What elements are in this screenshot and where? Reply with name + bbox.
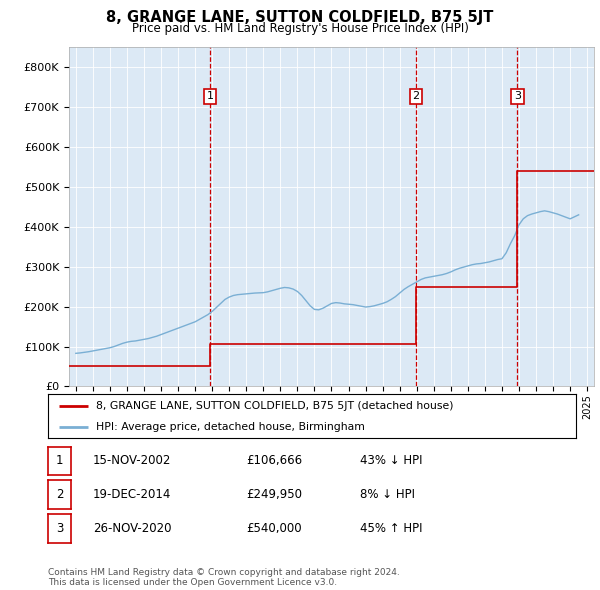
Text: 2: 2 — [56, 488, 63, 501]
Text: 8, GRANGE LANE, SUTTON COLDFIELD, B75 5JT (detached house): 8, GRANGE LANE, SUTTON COLDFIELD, B75 5J… — [95, 401, 453, 411]
Text: 45% ↑ HPI: 45% ↑ HPI — [360, 522, 422, 535]
Text: 8% ↓ HPI: 8% ↓ HPI — [360, 488, 415, 501]
Text: 3: 3 — [56, 522, 63, 535]
Text: HPI: Average price, detached house, Birmingham: HPI: Average price, detached house, Birm… — [95, 422, 364, 432]
Text: 2: 2 — [413, 91, 419, 101]
Text: Contains HM Land Registry data © Crown copyright and database right 2024.
This d: Contains HM Land Registry data © Crown c… — [48, 568, 400, 587]
Text: £249,950: £249,950 — [246, 488, 302, 501]
Text: 3: 3 — [514, 91, 521, 101]
Text: 8, GRANGE LANE, SUTTON COLDFIELD, B75 5JT: 8, GRANGE LANE, SUTTON COLDFIELD, B75 5J… — [106, 10, 494, 25]
Text: 26-NOV-2020: 26-NOV-2020 — [93, 522, 172, 535]
Text: £106,666: £106,666 — [246, 454, 302, 467]
Text: £540,000: £540,000 — [246, 522, 302, 535]
Text: 15-NOV-2002: 15-NOV-2002 — [93, 454, 172, 467]
Text: 1: 1 — [56, 454, 63, 467]
Text: 43% ↓ HPI: 43% ↓ HPI — [360, 454, 422, 467]
Text: 1: 1 — [206, 91, 214, 101]
Text: Price paid vs. HM Land Registry's House Price Index (HPI): Price paid vs. HM Land Registry's House … — [131, 22, 469, 35]
Text: 19-DEC-2014: 19-DEC-2014 — [93, 488, 172, 501]
